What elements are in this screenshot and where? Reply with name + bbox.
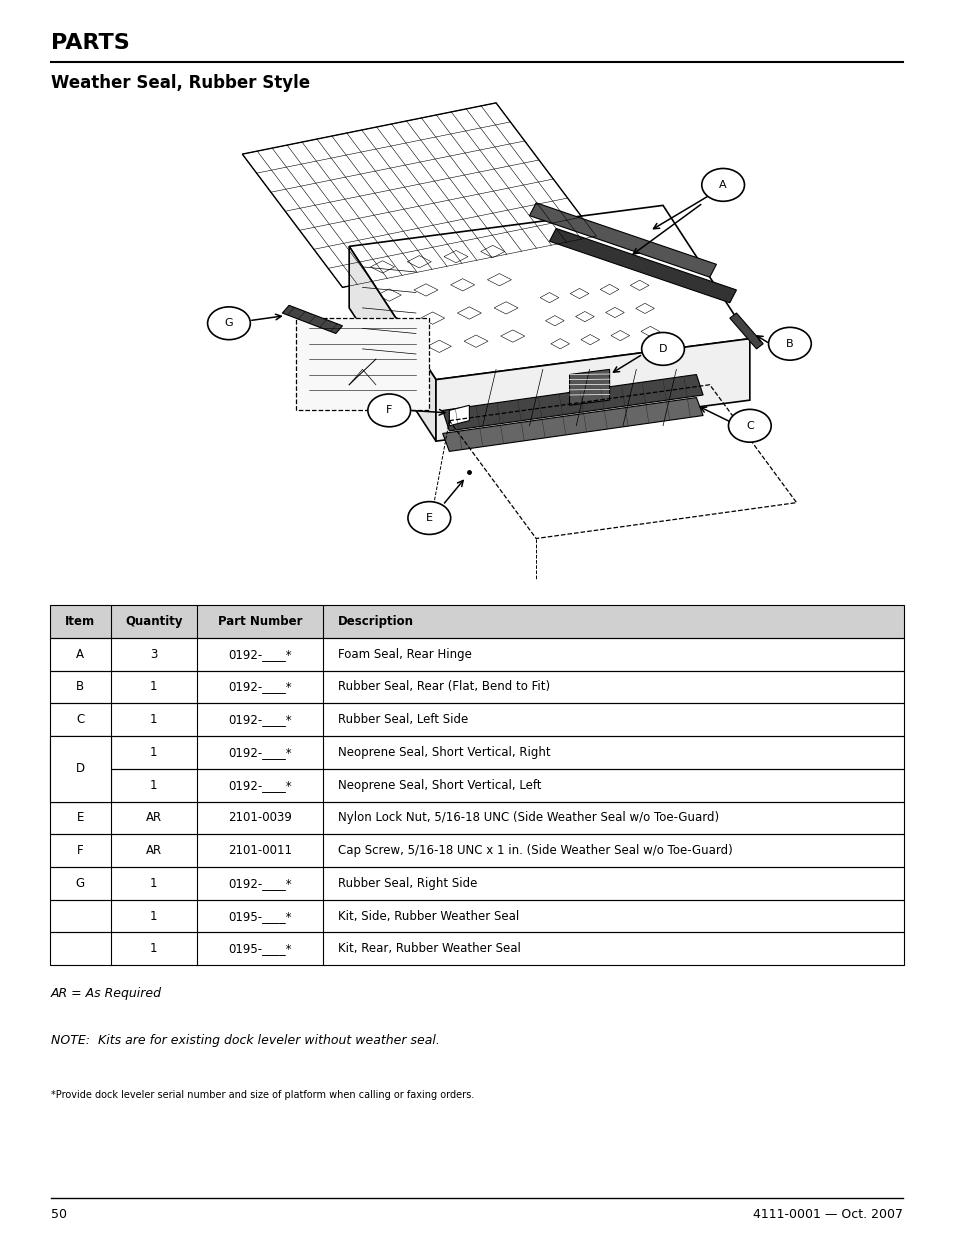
Text: C: C bbox=[745, 421, 753, 431]
Polygon shape bbox=[569, 369, 609, 405]
Bar bbox=[50, 835, 903, 867]
Text: B: B bbox=[785, 338, 793, 348]
Text: Description: Description bbox=[337, 615, 414, 629]
Text: D: D bbox=[75, 762, 85, 776]
Bar bbox=[50, 671, 903, 704]
Text: 0192-____*: 0192-____* bbox=[228, 746, 292, 760]
Text: 1: 1 bbox=[150, 746, 157, 760]
Text: 50: 50 bbox=[51, 1208, 67, 1221]
Text: NOTE:  Kits are for existing dock leveler without weather seal.: NOTE: Kits are for existing dock leveler… bbox=[51, 1035, 439, 1047]
Text: AR: AR bbox=[146, 844, 162, 857]
Text: Neoprene Seal, Short Vertical, Left: Neoprene Seal, Short Vertical, Left bbox=[337, 778, 540, 792]
Text: C: C bbox=[76, 713, 85, 726]
Text: 2101-0039: 2101-0039 bbox=[228, 811, 292, 825]
Polygon shape bbox=[729, 312, 762, 350]
Bar bbox=[50, 736, 112, 802]
Polygon shape bbox=[349, 205, 749, 379]
Polygon shape bbox=[295, 319, 429, 410]
Text: Weather Seal, Rubber Style: Weather Seal, Rubber Style bbox=[51, 74, 310, 93]
Text: Kit, Rear, Rubber Weather Seal: Kit, Rear, Rubber Weather Seal bbox=[337, 942, 520, 956]
Text: *Provide dock leveler serial number and size of platform when calling or faxing : *Provide dock leveler serial number and … bbox=[51, 1091, 474, 1100]
Polygon shape bbox=[549, 228, 736, 303]
Text: 0192-____*: 0192-____* bbox=[228, 877, 292, 890]
Text: B: B bbox=[76, 680, 85, 694]
Text: 0192-____*: 0192-____* bbox=[228, 647, 292, 661]
Text: Kit, Side, Rubber Weather Seal: Kit, Side, Rubber Weather Seal bbox=[337, 909, 518, 923]
Bar bbox=[50, 736, 112, 802]
Text: 0192-____*: 0192-____* bbox=[228, 713, 292, 726]
Bar bbox=[50, 704, 903, 736]
Text: G: G bbox=[224, 319, 233, 329]
Text: G: G bbox=[75, 877, 85, 890]
Polygon shape bbox=[442, 398, 702, 451]
Text: Part Number: Part Number bbox=[217, 615, 302, 629]
Text: E: E bbox=[425, 513, 433, 522]
Bar bbox=[50, 867, 903, 900]
Bar bbox=[50, 900, 903, 932]
Text: E: E bbox=[76, 811, 84, 825]
Circle shape bbox=[208, 306, 250, 340]
Text: PARTS: PARTS bbox=[51, 33, 130, 53]
Text: D: D bbox=[659, 343, 666, 354]
Circle shape bbox=[368, 394, 410, 427]
Bar bbox=[50, 637, 903, 671]
Bar bbox=[50, 736, 903, 768]
Text: F: F bbox=[386, 405, 392, 415]
Text: AR: AR bbox=[146, 811, 162, 825]
Polygon shape bbox=[442, 374, 702, 431]
Text: 0195-____*: 0195-____* bbox=[228, 942, 292, 956]
Text: A: A bbox=[76, 647, 84, 661]
Text: 1: 1 bbox=[150, 942, 157, 956]
Polygon shape bbox=[529, 203, 716, 277]
Polygon shape bbox=[349, 247, 436, 441]
Text: 0195-____*: 0195-____* bbox=[228, 909, 292, 923]
Bar bbox=[50, 768, 903, 802]
Bar bbox=[50, 932, 903, 966]
Text: AR = As Required: AR = As Required bbox=[51, 988, 161, 1000]
Text: 4111-0001 — Oct. 2007: 4111-0001 — Oct. 2007 bbox=[753, 1208, 902, 1221]
Text: 0192-____*: 0192-____* bbox=[228, 680, 292, 694]
Text: F: F bbox=[77, 844, 84, 857]
Text: 1: 1 bbox=[150, 713, 157, 726]
Circle shape bbox=[728, 409, 770, 442]
Polygon shape bbox=[449, 405, 469, 426]
Text: 2101-0011: 2101-0011 bbox=[228, 844, 292, 857]
Circle shape bbox=[408, 501, 450, 535]
Text: Rubber Seal, Right Side: Rubber Seal, Right Side bbox=[337, 877, 476, 890]
Circle shape bbox=[701, 168, 743, 201]
Text: Cap Screw, 5/16-18 UNC x 1 in. (Side Weather Seal w/o Toe-Guard): Cap Screw, 5/16-18 UNC x 1 in. (Side Wea… bbox=[337, 844, 732, 857]
Bar bbox=[50, 802, 903, 835]
Text: 1: 1 bbox=[150, 909, 157, 923]
Text: 1: 1 bbox=[150, 778, 157, 792]
Text: A: A bbox=[719, 180, 726, 190]
Polygon shape bbox=[282, 305, 342, 333]
Polygon shape bbox=[436, 338, 749, 441]
Text: Neoprene Seal, Short Vertical, Right: Neoprene Seal, Short Vertical, Right bbox=[337, 746, 550, 760]
Text: 1: 1 bbox=[150, 680, 157, 694]
Text: Foam Seal, Rear Hinge: Foam Seal, Rear Hinge bbox=[337, 647, 471, 661]
Text: Rubber Seal, Left Side: Rubber Seal, Left Side bbox=[337, 713, 467, 726]
Text: Quantity: Quantity bbox=[125, 615, 182, 629]
Text: Nylon Lock Nut, 5/16-18 UNC (Side Weather Seal w/o Toe-Guard): Nylon Lock Nut, 5/16-18 UNC (Side Weathe… bbox=[337, 811, 718, 825]
Text: 1: 1 bbox=[150, 877, 157, 890]
Text: 3: 3 bbox=[150, 647, 157, 661]
Bar bbox=[50, 605, 903, 638]
Text: Item: Item bbox=[65, 615, 95, 629]
Text: Rubber Seal, Rear (Flat, Bend to Fit): Rubber Seal, Rear (Flat, Bend to Fit) bbox=[337, 680, 549, 694]
Bar bbox=[50, 605, 903, 638]
Circle shape bbox=[641, 332, 683, 366]
Text: D: D bbox=[75, 746, 85, 760]
Text: 0192-____*: 0192-____* bbox=[228, 778, 292, 792]
Circle shape bbox=[768, 327, 810, 361]
